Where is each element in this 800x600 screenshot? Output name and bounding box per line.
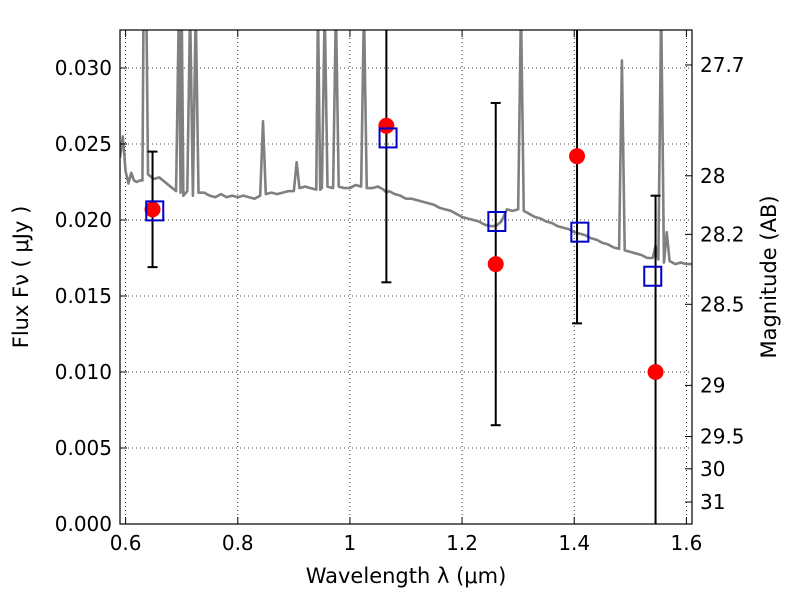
y-tick-label: 0.015 (55, 284, 112, 308)
y-tick-label: 0.005 (55, 436, 112, 460)
observed-flux-point (378, 117, 395, 134)
data-layer (120, 30, 692, 266)
observed-flux-point (144, 201, 161, 218)
x-tick-label: 1.4 (558, 531, 590, 555)
model-flux-point (643, 265, 663, 287)
x-axis-label: Wavelength λ (μm) (306, 564, 507, 588)
y2-tick-label: 28.5 (700, 292, 745, 316)
x-tick-label: 1.6 (670, 531, 702, 555)
y2-tick-labels: 27.7 28 28.2 28.5 29 29.5 30 31 (700, 53, 745, 514)
model-flux-point (487, 211, 507, 233)
y2-axis-label: Magnitude (AB) (757, 195, 781, 358)
x-tick-label: 0.6 (110, 531, 142, 555)
y2-tick-label: 29.5 (700, 425, 745, 449)
y2-tick-label: 28 (700, 164, 725, 188)
x-tick-label: 1.2 (446, 531, 478, 555)
observed-flux-point (487, 256, 504, 273)
model-flux-point (570, 221, 590, 243)
y2-tick-label: 27.7 (700, 53, 745, 77)
y2-tick-label: 31 (700, 490, 725, 514)
y-tick-label: 0.020 (55, 208, 112, 232)
y-axis-label: Flux Fν ( μJy ) (9, 206, 33, 349)
observed-flux-point (569, 148, 586, 165)
y-tick-label: 0.030 (55, 56, 112, 80)
spectrum-line (120, 30, 692, 266)
model-flux-point (378, 127, 398, 149)
plot-frame (119, 29, 693, 525)
plot-background (120, 30, 692, 524)
marker-layer (144, 117, 664, 380)
observed-flux-point (647, 364, 664, 380)
tick-marks (120, 30, 692, 525)
x-tick-labels: 0.6 0.8 1 1.2 1.4 1.6 (110, 531, 703, 555)
model-flux-point (145, 200, 165, 222)
y-tick-label: 0.000 (55, 512, 112, 536)
x-tick-label: 1 (344, 531, 357, 555)
y2-tick-label: 29 (700, 373, 725, 397)
x-tick-label: 0.8 (222, 531, 254, 555)
y2-tick-label: 28.2 (700, 222, 745, 246)
y-tick-label: 0.025 (55, 132, 112, 156)
y2-tick-label: 30 (700, 457, 725, 481)
y-tick-labels: 0.000 0.005 0.010 0.015 0.020 0.025 0.030 (55, 56, 112, 536)
y-tick-label: 0.010 (55, 360, 112, 384)
